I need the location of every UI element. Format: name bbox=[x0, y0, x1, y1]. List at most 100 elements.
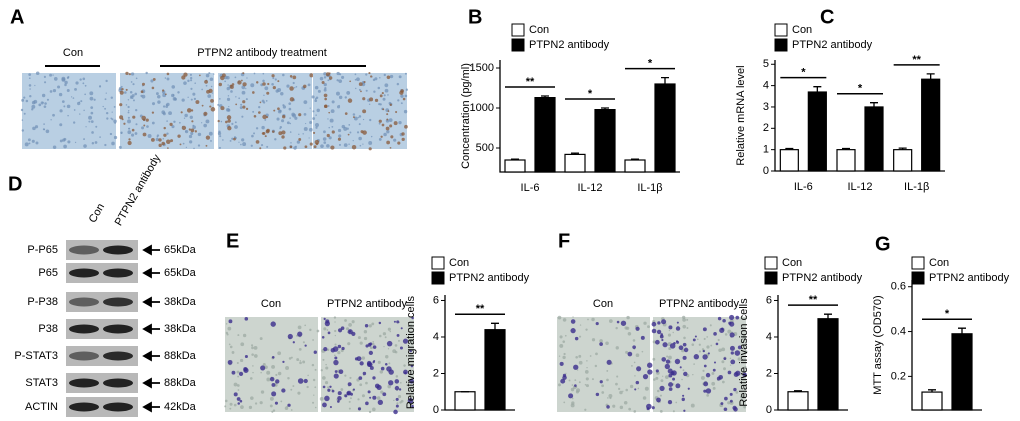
ihc-image-speck bbox=[141, 94, 146, 99]
cell bbox=[692, 338, 696, 342]
cell bbox=[337, 395, 342, 401]
blot-band bbox=[69, 297, 99, 307]
bar bbox=[951, 333, 973, 411]
legend-label: Con bbox=[792, 24, 812, 36]
transwell-image-speck bbox=[723, 367, 726, 371]
transwell-image-speck bbox=[348, 323, 352, 327]
transwell-image-speck bbox=[248, 405, 253, 410]
transwell-image-speck bbox=[326, 329, 329, 331]
transwell-image-speck bbox=[410, 357, 413, 361]
group-label: Con bbox=[63, 47, 83, 59]
transwell-image-speck bbox=[309, 328, 312, 332]
ihc-image-speck bbox=[164, 77, 167, 79]
transwell-image-speck bbox=[724, 333, 728, 336]
ihc-stain bbox=[379, 94, 383, 98]
cell bbox=[372, 345, 377, 349]
blot-band bbox=[103, 402, 133, 412]
cell bbox=[393, 409, 398, 415]
transwell-image-speck bbox=[657, 389, 660, 393]
transwell-image-speck bbox=[601, 384, 604, 388]
transwell-image-speck bbox=[594, 364, 598, 368]
ihc-image-speck bbox=[197, 132, 202, 137]
transwell-image-speck bbox=[729, 364, 732, 366]
ihc-stain bbox=[386, 118, 389, 121]
ihc-image-speck bbox=[85, 126, 87, 128]
ihc-image-speck bbox=[111, 111, 113, 113]
significance: * bbox=[648, 58, 653, 70]
ihc-image-speck bbox=[316, 108, 320, 113]
cell bbox=[377, 399, 384, 406]
ihc-stain bbox=[312, 131, 316, 135]
ihc-image-speck bbox=[185, 146, 187, 149]
y-axis-label: Concentration (pg/ml) bbox=[460, 63, 472, 169]
cell bbox=[372, 360, 375, 364]
ihc-image-speck bbox=[362, 118, 365, 121]
ihc-stain bbox=[262, 82, 266, 86]
transwell-image-speck bbox=[292, 385, 295, 388]
y-axis-label: Relative migration cells bbox=[405, 295, 417, 409]
blot-size: 38kDa bbox=[164, 296, 197, 308]
ihc-image-speck bbox=[147, 134, 152, 138]
transwell-image-speck bbox=[743, 350, 748, 354]
ihc-image-speck bbox=[277, 109, 282, 114]
cell bbox=[703, 364, 707, 368]
ihc-image-speck bbox=[291, 112, 295, 117]
ihc-image-speck bbox=[52, 88, 57, 93]
ihc-image-speck bbox=[188, 134, 193, 139]
ihc-stain bbox=[205, 135, 211, 140]
transwell-image-speck bbox=[644, 386, 649, 391]
y-tick-label: 0.2 bbox=[891, 370, 906, 382]
ihc-stain bbox=[386, 140, 391, 145]
ihc-image-speck bbox=[359, 144, 362, 147]
blot-name: P65 bbox=[38, 267, 58, 279]
transwell-image-speck bbox=[225, 331, 229, 335]
ihc-image-speck bbox=[166, 102, 170, 107]
ihc-image-speck bbox=[242, 142, 247, 147]
ihc-stain bbox=[393, 121, 398, 126]
y-tick-label: 4 bbox=[766, 331, 772, 343]
ihc-image-speck bbox=[346, 90, 351, 95]
ihc-stain bbox=[282, 115, 286, 119]
ihc-stain bbox=[265, 129, 270, 134]
bar bbox=[534, 96, 556, 173]
transwell-image-speck bbox=[269, 404, 273, 408]
ihc-stain bbox=[349, 80, 352, 83]
ihc-image-speck bbox=[228, 105, 230, 108]
error-bar bbox=[571, 152, 579, 155]
ihc-image-speck bbox=[346, 127, 349, 130]
ihc-image-speck bbox=[209, 77, 214, 82]
cell bbox=[676, 321, 679, 324]
transwell-image bbox=[225, 317, 318, 412]
cell bbox=[322, 385, 326, 389]
transwell-image-speck bbox=[333, 354, 336, 357]
ihc-stain bbox=[210, 107, 216, 112]
cell bbox=[737, 345, 742, 350]
ihc-image-speck bbox=[190, 79, 193, 82]
ihc-stain bbox=[347, 133, 350, 136]
transwell-image-speck bbox=[721, 360, 725, 364]
ihc-image-speck bbox=[262, 72, 265, 75]
cell bbox=[717, 316, 722, 321]
cell bbox=[705, 372, 711, 378]
ihc-stain bbox=[363, 80, 366, 84]
cell bbox=[735, 370, 741, 376]
cell bbox=[347, 382, 352, 387]
ihc-image-speck bbox=[240, 143, 242, 146]
ihc-stain bbox=[125, 71, 129, 76]
cell bbox=[304, 344, 307, 347]
cell bbox=[243, 367, 249, 373]
blot bbox=[66, 240, 138, 260]
ihc-stain bbox=[245, 107, 249, 111]
error-bar bbox=[661, 76, 669, 84]
ihc-stain bbox=[309, 73, 314, 78]
ihc-image-speck bbox=[131, 94, 135, 98]
transwell-image-speck bbox=[575, 355, 578, 359]
cell bbox=[703, 389, 707, 393]
blot bbox=[66, 397, 138, 417]
ihc-image-speck bbox=[205, 119, 210, 124]
ihc-image-speck bbox=[207, 94, 212, 98]
ihc-image-speck bbox=[357, 116, 360, 119]
ihc-image-speck bbox=[241, 90, 246, 95]
transwell-image-speck bbox=[618, 387, 621, 390]
